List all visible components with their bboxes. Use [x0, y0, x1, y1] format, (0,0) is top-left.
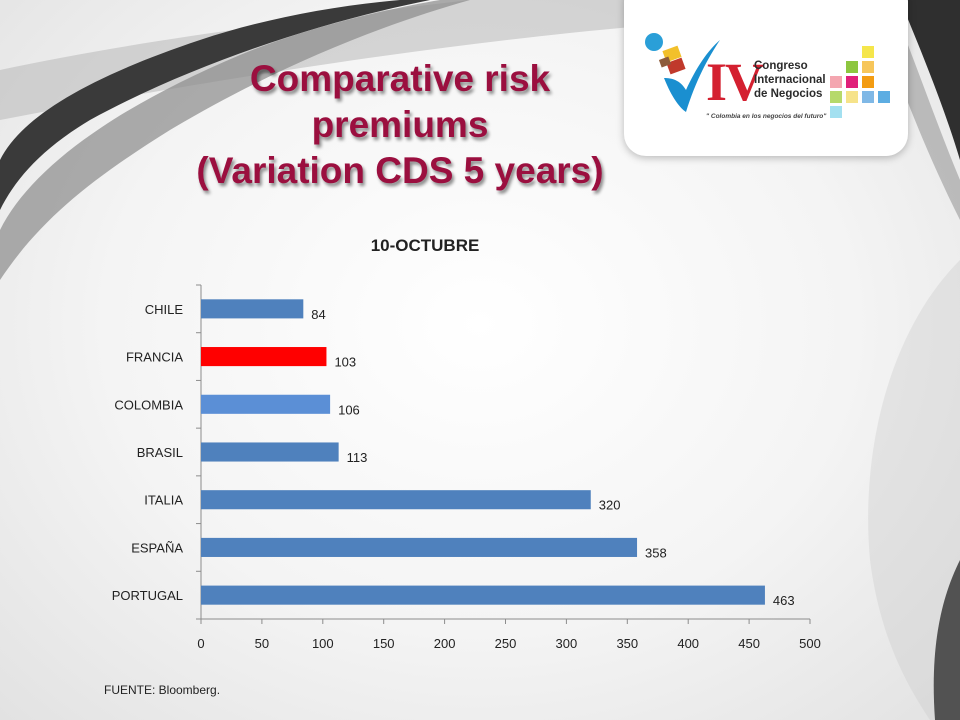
bar-colombia [201, 394, 331, 414]
bar-españa [201, 537, 638, 557]
data-label: 84 [311, 307, 325, 322]
x-tick-label: 250 [495, 636, 517, 651]
data-label: 106 [338, 402, 360, 417]
bar-francia [201, 347, 327, 367]
logo-name-line-2: Internacional [754, 74, 826, 86]
logo-dot-icon [645, 33, 663, 51]
bar-portugal [201, 585, 765, 605]
title-line-2: premiums [311, 104, 489, 145]
data-label: 320 [599, 498, 621, 513]
x-tick-label: 350 [616, 636, 638, 651]
category-label: BRASIL [137, 445, 183, 460]
x-tick-label: 150 [373, 636, 395, 651]
data-label: 113 [347, 450, 368, 465]
category-label: FRANCIA [126, 350, 183, 365]
title-line-1: Comparative risk [249, 58, 551, 99]
x-tick-label: 0 [197, 636, 204, 651]
data-label: 463 [773, 593, 795, 608]
logo-name: Congreso Internacional de Negocios [754, 59, 826, 101]
data-label: 103 [334, 355, 356, 370]
category-label: PORTUGAL [112, 588, 183, 603]
logo-roman-numeral: IV [706, 52, 764, 112]
category-label: CHILE [145, 302, 184, 317]
source-note: FUENTE: Bloomberg. [104, 683, 221, 697]
congress-logo: IV Congreso Internacional de Negocios " … [624, 0, 908, 156]
chart-title: 10-OCTUBRE [370, 236, 480, 255]
x-tick-label: 50 [255, 636, 269, 651]
x-tick-label: 500 [799, 636, 821, 651]
x-tick-label: 300 [556, 636, 578, 651]
category-label: COLOMBIA [114, 397, 183, 412]
logo-check-icon [664, 40, 720, 112]
bar-chile [201, 299, 304, 319]
bar-italia [201, 490, 591, 510]
logo-name-line-1: Congreso [754, 60, 808, 72]
slide-title: Comparative risk premiums (Variation CDS… [120, 56, 680, 194]
category-label: ITALIA [144, 493, 183, 508]
x-tick-label: 200 [434, 636, 456, 651]
logo-name-line-3: de Negocios [754, 88, 823, 100]
data-label: 358 [645, 545, 667, 560]
x-tick-label: 450 [738, 636, 760, 651]
logo-graphic [645, 33, 890, 118]
x-tick-label: 100 [312, 636, 334, 651]
title-line-3: (Variation CDS 5 years) [196, 150, 604, 191]
bar-brasil [201, 442, 339, 462]
category-label: ESPAÑA [131, 540, 183, 555]
logo-tagline: " Colombia en los negocios del futuro" [706, 113, 827, 120]
x-tick-label: 400 [677, 636, 699, 651]
